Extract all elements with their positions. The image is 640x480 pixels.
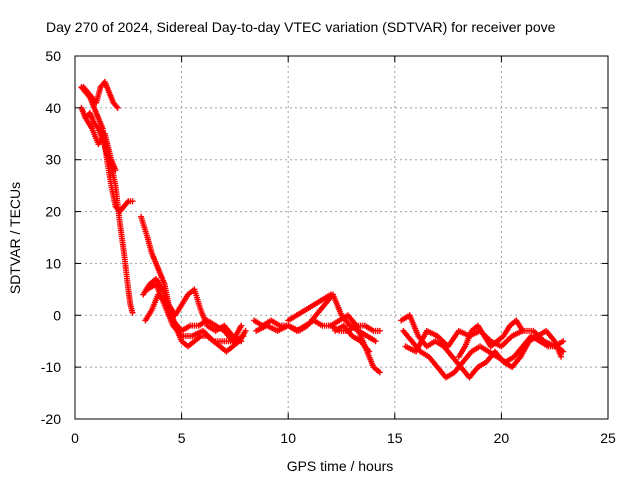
- data-point: [372, 338, 379, 345]
- data-points: [78, 78, 567, 381]
- x-tick-label: 5: [178, 430, 186, 446]
- data-series: [332, 322, 373, 355]
- y-tick-label: 10: [45, 255, 61, 271]
- data-point: [327, 291, 334, 298]
- data-series: [78, 104, 136, 316]
- x-tick-label: 0: [71, 430, 79, 446]
- data-point: [366, 348, 373, 355]
- plot-frame: [74, 55, 609, 420]
- grid-lines: [75, 56, 608, 419]
- x-tick-label: 15: [387, 430, 403, 446]
- data-series: [327, 312, 383, 376]
- data-series: [402, 327, 567, 355]
- y-tick-label: 0: [53, 307, 61, 323]
- x-axis-label: GPS time / hours: [287, 458, 394, 474]
- y-tick-label: -20: [41, 411, 61, 427]
- data-point: [558, 353, 565, 360]
- data-series: [82, 115, 119, 174]
- y-tick-label: 40: [45, 100, 61, 116]
- data-point: [376, 327, 383, 334]
- data-point: [112, 167, 119, 174]
- data-point: [94, 124, 101, 131]
- data-point: [560, 338, 567, 345]
- data-point: [113, 103, 120, 110]
- data-point: [519, 327, 526, 334]
- data-point: [376, 369, 383, 376]
- data-series: [144, 281, 247, 345]
- chart-title: Day 270 of 2024, Sidereal Day-to-day VTE…: [46, 19, 556, 35]
- y-tick-label: 30: [45, 152, 61, 168]
- x-tick-label: 20: [494, 430, 510, 446]
- x-tick-label: 25: [600, 430, 616, 446]
- data-series: [285, 291, 334, 324]
- data-point: [242, 327, 249, 334]
- data-point: [240, 333, 247, 340]
- y-axis-label: SDTVAR / TECUs: [7, 182, 23, 294]
- data-series: [455, 317, 526, 360]
- data-point: [129, 198, 136, 205]
- data-point: [124, 199, 131, 206]
- x-tick-label: 10: [280, 430, 296, 446]
- y-tick-label: 20: [45, 204, 61, 220]
- y-tick-label: -10: [41, 359, 61, 375]
- y-tick-label: 50: [45, 48, 61, 64]
- data-point: [238, 322, 245, 329]
- data-point: [129, 309, 136, 316]
- data-series: [80, 78, 121, 111]
- data-point: [114, 104, 121, 111]
- axis-ticks: 0 5 10 15 20 25 -20 -10 0 10 20 30 40 50: [41, 48, 616, 446]
